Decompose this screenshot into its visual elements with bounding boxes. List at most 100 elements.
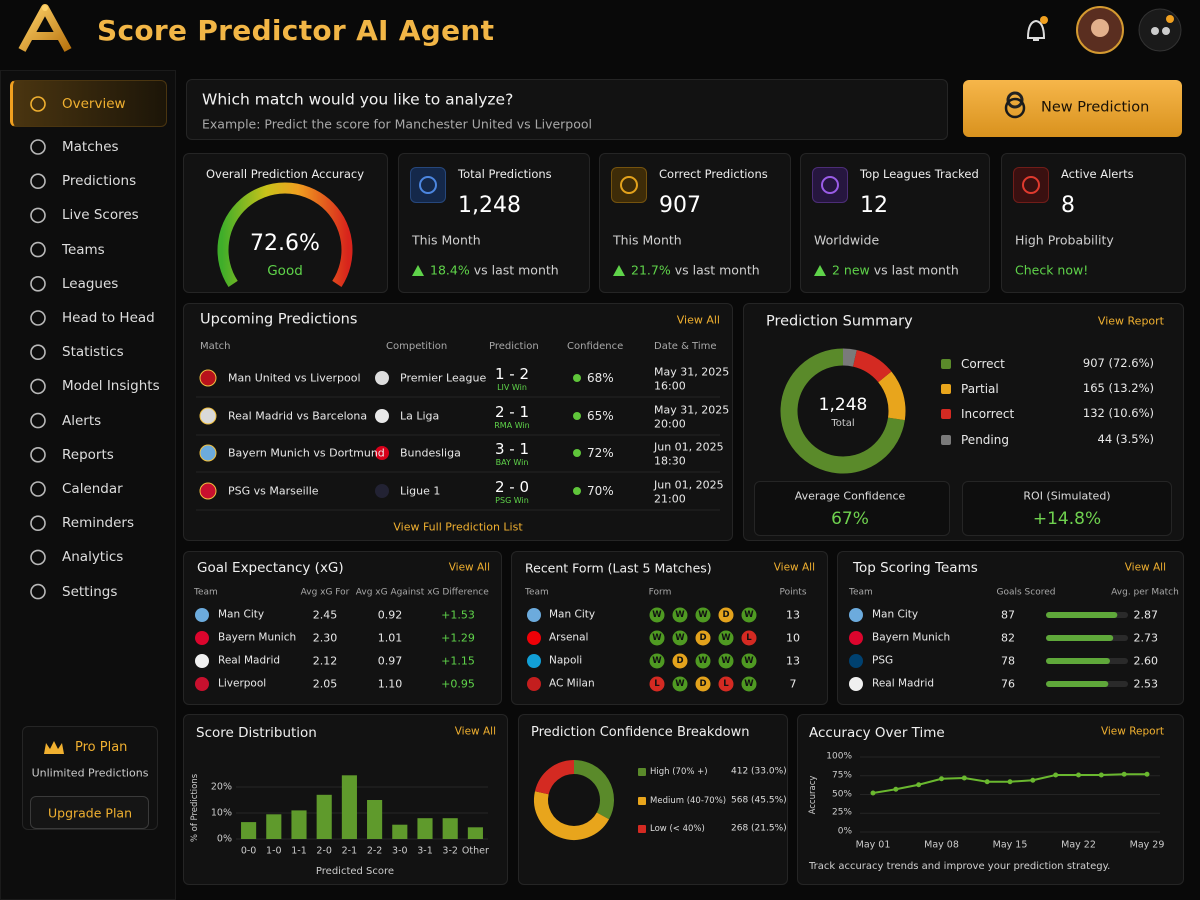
bell-icon[interactable]: [1026, 19, 1046, 41]
team-name: Man City: [549, 608, 596, 621]
nav-item[interactable]: Leagues: [62, 275, 119, 292]
nav-item[interactable]: Calendar: [62, 480, 123, 497]
form-badge: [695, 653, 711, 669]
nav-item[interactable]: Reports: [62, 446, 114, 463]
legend-label: Correct: [961, 356, 1005, 371]
summary-link[interactable]: View Report: [1097, 314, 1164, 328]
bar: [1046, 658, 1110, 664]
nav-item[interactable]: Head to Head: [62, 309, 155, 326]
form-badge: [741, 653, 757, 669]
nav-item[interactable]: Model Insights: [62, 378, 160, 395]
y-tick-label: 20%: [210, 781, 232, 793]
nav-item[interactable]: Live Scores: [62, 207, 139, 224]
team-icon[interactable]: [1138, 8, 1182, 52]
confidence-dot: [573, 487, 581, 495]
points: 7: [789, 677, 797, 691]
stat-icon: [1013, 167, 1049, 203]
stat-icon: [812, 167, 848, 203]
x-tick-label: 1-1: [291, 845, 307, 857]
stat-delta: 18.4%: [430, 262, 470, 278]
chart-title: Accuracy Over Time: [809, 724, 945, 741]
xg-against: 0.97: [377, 654, 403, 668]
legend-value: 412 (33.0%): [731, 766, 787, 777]
column-header: Confidence: [567, 341, 624, 352]
nav-item[interactable]: Statistics: [62, 344, 124, 361]
button-icon-ring: [1004, 97, 1026, 119]
line-point: [870, 790, 876, 796]
line-point: [893, 786, 899, 792]
legend-swatch: [941, 359, 951, 369]
upgrade-button[interactable]: [30, 796, 149, 829]
y-tick-label: 50%: [831, 789, 852, 800]
form-link[interactable]: View All: [773, 561, 815, 574]
prompt-box[interactable]: [186, 79, 948, 140]
team-name: Man City: [218, 608, 265, 621]
points: 13: [786, 608, 800, 622]
upgrade-button-label[interactable]: Upgrade Plan: [47, 805, 133, 821]
nav-active[interactable]: [10, 80, 167, 127]
match-name[interactable]: Bayern Munich vs Dortmund: [228, 446, 385, 460]
chart-link[interactable]: View All: [454, 725, 496, 738]
xg-for: 2.30: [312, 631, 338, 645]
upcoming-footer[interactable]: View Full Prediction List: [393, 520, 523, 534]
roi-value: +14.8%: [1032, 508, 1102, 529]
donut-segment: [780, 348, 905, 474]
form-result: L: [723, 678, 729, 689]
chart-note: Track accuracy trends and improve your p…: [809, 861, 1111, 872]
match-name[interactable]: Real Madrid vs Barcelona: [228, 409, 368, 423]
predicted-score: 3 - 1: [494, 440, 530, 458]
points: 13: [786, 654, 800, 668]
form-badge: [672, 607, 688, 623]
goals: 76: [1001, 677, 1015, 691]
bar: [291, 810, 307, 839]
nav-item[interactable]: Predictions: [62, 173, 137, 190]
form-result: W: [744, 655, 754, 666]
league-logo: [375, 446, 389, 460]
form-panel: [511, 551, 828, 705]
nav-item[interactable]: Matches: [62, 138, 119, 155]
team-name: Real Madrid: [218, 654, 281, 667]
upcoming-link[interactable]: View All: [676, 313, 720, 327]
column-header: Team: [525, 587, 549, 598]
match-name[interactable]: PSG vs Marseille: [228, 484, 319, 498]
donut-segment: [842, 348, 857, 367]
form-result: W: [721, 632, 731, 643]
nav-item[interactable]: Overview: [62, 95, 126, 112]
crown-icon: [44, 741, 64, 754]
bar: [316, 794, 332, 839]
new-prediction-label[interactable]: New Prediction: [1041, 99, 1150, 116]
line-point: [984, 779, 990, 785]
nav-icon: [30, 139, 46, 155]
xg-link[interactable]: View All: [448, 561, 490, 574]
nav-item[interactable]: Reminders: [62, 515, 134, 532]
chart-link[interactable]: View Report: [1100, 725, 1164, 738]
match-name[interactable]: Man United vs Liverpool: [228, 371, 361, 385]
team-name: Arsenal: [549, 631, 589, 644]
confidence: 65%: [587, 408, 614, 423]
team-icon-dot: [1166, 15, 1174, 23]
team-icon-glyph: [1162, 27, 1170, 35]
confidence: 68%: [587, 370, 614, 385]
donut-segment: [878, 371, 906, 421]
stat-period: This Month: [412, 232, 481, 248]
new-prediction-button[interactable]: [963, 80, 1182, 137]
team-logo: [199, 407, 217, 425]
nav-item[interactable]: Settings: [62, 583, 118, 600]
form-result: W: [675, 678, 685, 689]
form-badge: [718, 676, 734, 692]
nav-item[interactable]: Teams: [62, 241, 105, 258]
league-logo: [375, 484, 389, 498]
nav-item[interactable]: Alerts: [62, 412, 102, 429]
nav-item[interactable]: Analytics: [62, 549, 124, 566]
accuracy-title: Overall Prediction Accuracy: [205, 167, 365, 182]
stat-link[interactable]: Check now!: [1015, 262, 1089, 278]
up-arrow: [412, 265, 424, 276]
predicted-winner: PSG Win: [495, 496, 529, 506]
prompt-example: Example: Predict the score for Mancheste…: [202, 116, 593, 132]
nav-icon: [30, 446, 46, 463]
column-header: Avg xG For: [300, 587, 350, 598]
stat-delta: 2 new: [832, 262, 870, 278]
top-scoring-link[interactable]: View All: [1124, 561, 1166, 574]
confidence-dot: [573, 374, 581, 382]
bar: [442, 818, 458, 839]
